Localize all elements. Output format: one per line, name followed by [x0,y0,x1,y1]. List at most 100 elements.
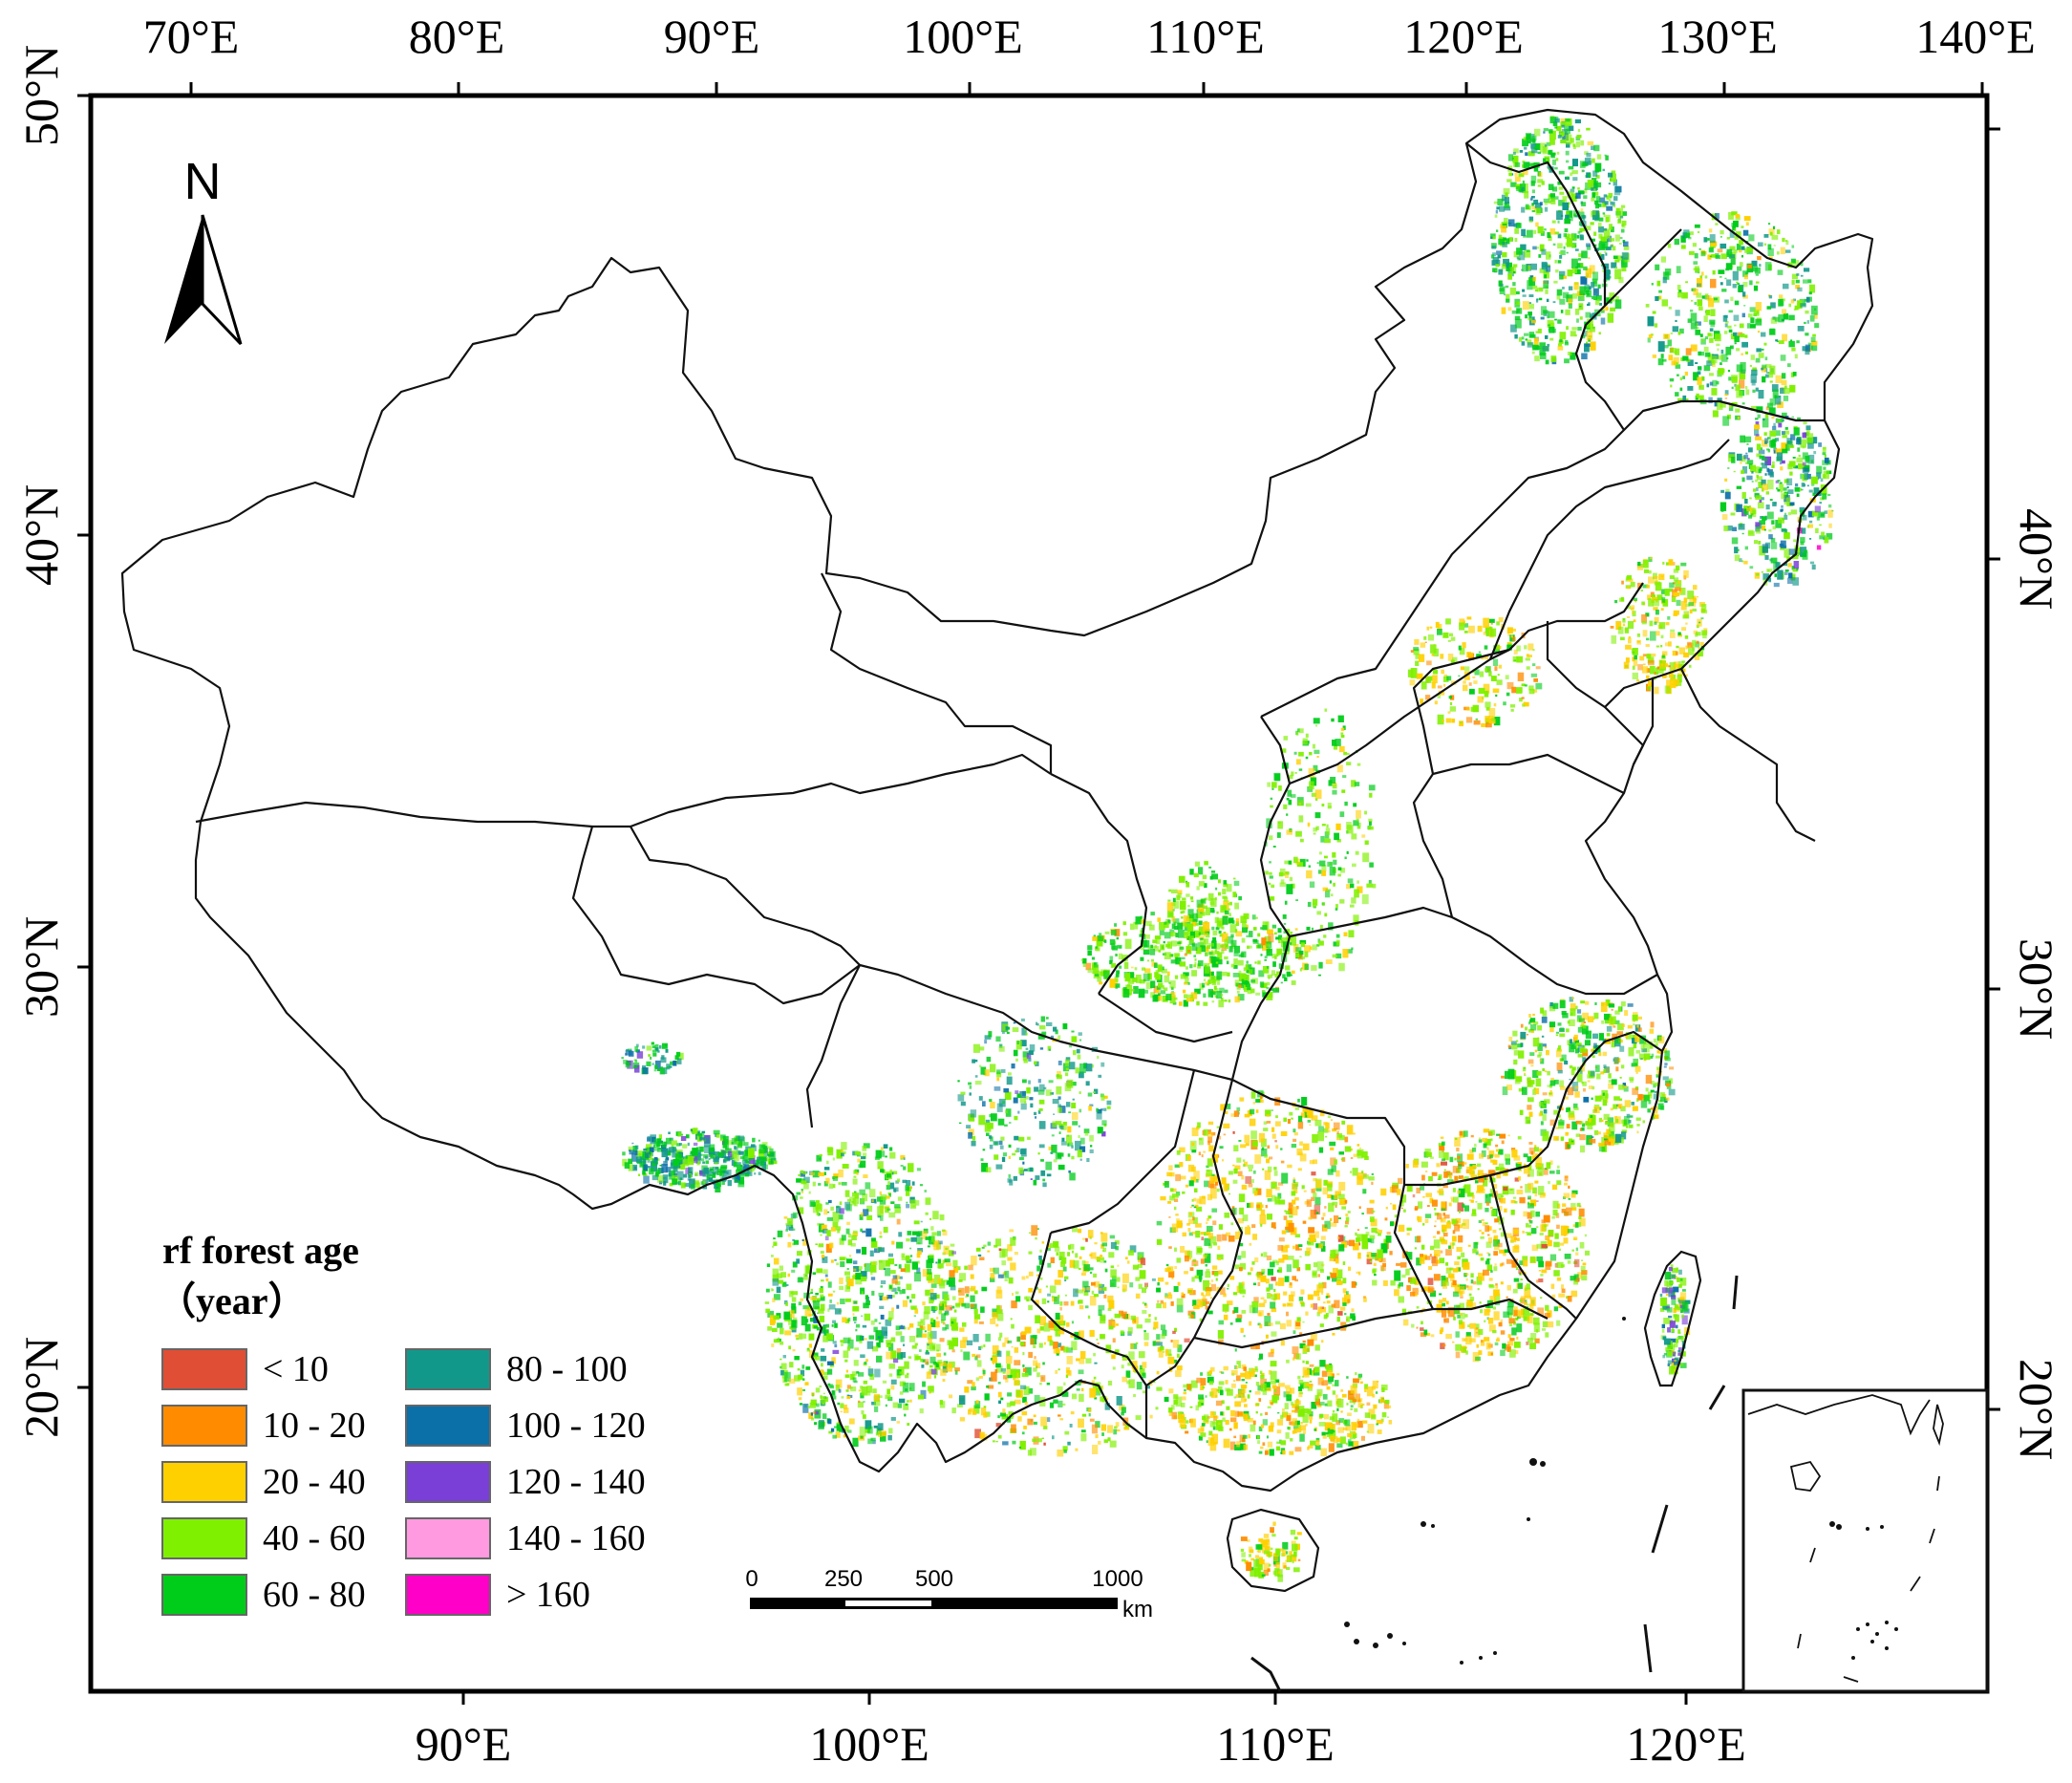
forest-pixel [1774,395,1782,405]
forest-pixel [1483,617,1489,628]
forest-pixel [1657,358,1664,366]
forest-pixel [1661,651,1668,656]
forest-pixel [870,1240,878,1248]
forest-pixel [900,1336,905,1343]
forest-pixel [1090,1271,1093,1275]
forest-pixel [1349,904,1355,908]
forest-pixel [1040,1170,1046,1176]
forest-pixel [1745,351,1748,354]
forest-pixel [1605,247,1612,250]
forest-pixel [856,1371,860,1374]
forest-pixel [1542,346,1549,352]
forest-pixel [1048,1048,1051,1051]
forest-pixel [1796,438,1802,445]
forest-pixel [1004,1091,1012,1101]
forest-pixel [996,1313,1004,1321]
forest-pixel [1549,139,1555,145]
forest-pixel [1717,348,1720,352]
forest-pixel [1121,1407,1126,1413]
forest-pixel [1628,578,1634,582]
forest-pixel [917,1394,924,1400]
forest-pixel [1524,146,1527,150]
forest-pixel [980,1066,987,1075]
forest-pixel [931,1344,936,1350]
forest-pixel [900,1157,903,1160]
forest-pixel [1751,260,1758,267]
forest-pixel [970,1303,975,1308]
forest-pixel [622,1151,626,1156]
forest-pixel [1762,419,1765,421]
forest-pixel [852,1437,859,1448]
forest-pixel [1149,924,1155,931]
forest-pixel [1223,883,1228,888]
forest-pixel [1049,1285,1057,1294]
forest-pixel [832,1176,839,1181]
forest-pixel [773,1294,780,1300]
forest-pixel [1324,913,1328,917]
forest-pixel [782,1355,786,1359]
forest-pixel [1528,303,1534,310]
forest-pixel [1162,985,1164,990]
forest-pixel [832,1341,837,1344]
forest-pixel [1289,942,1292,945]
forest-pixel [1172,909,1175,912]
forest-pixel [778,1337,780,1340]
forest-pixel [677,1180,681,1186]
forest-pixel [1666,664,1669,667]
forest-pixel [1320,836,1325,843]
forest-pixel [992,1440,995,1443]
forest-pixel [1692,595,1697,600]
forest-pixel [1592,170,1598,177]
forest-pixel [916,1267,921,1275]
forest-pixel [968,1408,972,1415]
forest-pixel [1674,238,1679,246]
forest-pixel [829,1242,834,1249]
forest-pixel [1516,645,1521,652]
forest-pixel [1689,664,1692,668]
forest-pixel [1024,1401,1028,1406]
forest-pixel [973,1059,978,1063]
forest-pixel [996,1069,1001,1075]
forest-pixel [1663,675,1668,678]
forest-pixel [1287,789,1292,797]
forest-pixel [1782,435,1787,439]
forest-pixel [1758,390,1764,399]
forest-pixel [800,1369,805,1377]
forest-pixel [668,1131,671,1134]
forest-pixel [1570,172,1573,177]
bottom-tick-label: 120°E [1626,1717,1746,1771]
forest-pixel [1095,1257,1100,1260]
forest-pixel [1597,204,1602,207]
forest-pixel [1100,971,1105,977]
forest-pixel [972,1059,975,1063]
forest-pixel [1415,660,1420,666]
forest-pixel [742,1154,748,1162]
forest-pixel [1107,1437,1111,1442]
forest-pixel [1775,418,1779,420]
forest-pixel [1803,421,1807,425]
forest-pixel [1079,1146,1086,1152]
forest-pixel [1793,539,1797,543]
forest-pixel [1675,392,1679,397]
forest-pixel [1151,1278,1156,1281]
forest-pixel [1641,613,1647,623]
forest-pixel [1577,292,1585,301]
forest-pixel [1079,1071,1084,1079]
forest-pixel [1826,533,1833,540]
forest-pixel [1755,273,1759,276]
forest-pixel [1503,701,1506,706]
forest-pixel [878,1292,885,1297]
forest-pixel [1498,617,1504,623]
forest-pixel [1525,204,1529,209]
forest-pixel [1114,977,1119,982]
forest-pixel [819,1154,822,1157]
forest-pixel [1100,1244,1104,1249]
left-axis-labels: 50°N 40°N 30°N 20°N [14,45,68,1438]
forest-pixel [1346,949,1353,954]
forest-pixel [1698,621,1701,624]
forest-pixel [1305,803,1312,807]
forest-pixel [1077,1149,1082,1158]
forest-pixel [1515,176,1521,183]
forest-pixel [1514,161,1521,167]
